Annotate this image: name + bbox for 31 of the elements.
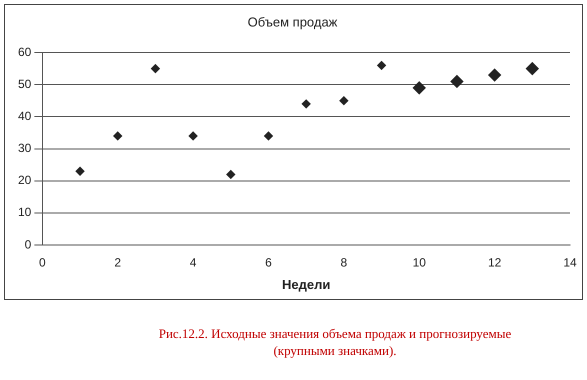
point: [226, 170, 236, 179]
x-tick-label: 0: [39, 256, 46, 270]
point: [526, 62, 539, 76]
point: [450, 74, 464, 88]
y-tick-label: 20: [18, 173, 32, 188]
y-tick-label: 30: [18, 141, 32, 156]
y-tick-label: 60: [18, 44, 32, 59]
point: [339, 96, 348, 106]
x-tick-label: 6: [265, 256, 272, 270]
x-tick-label: 2: [114, 256, 122, 270]
point: [264, 131, 273, 140]
point: [488, 68, 502, 82]
point: [412, 81, 426, 94]
text: Рис.12.2. Исходные значения объема продаж и прогнозируемые (крупными значками).: [158, 325, 512, 359]
chart-title: Объем продаж: [248, 14, 338, 30]
point: [188, 131, 198, 140]
point: [302, 99, 311, 108]
x-tick-label: 10: [412, 256, 426, 270]
x-tick-label: 4: [190, 256, 197, 270]
point: [150, 64, 160, 74]
point: [76, 166, 85, 176]
x-tick-label: 14: [563, 256, 577, 270]
point: [377, 60, 386, 70]
y-tick-label: 0: [24, 237, 32, 252]
point: [113, 131, 122, 140]
x-axis-title: Недели: [282, 276, 330, 292]
x-tick-label: 12: [488, 256, 502, 270]
y-tick-label: 50: [18, 76, 32, 91]
x-tick-label: 8: [340, 256, 348, 270]
y-tick-label: 10: [18, 205, 32, 220]
y-tick-label: 40: [18, 109, 32, 124]
